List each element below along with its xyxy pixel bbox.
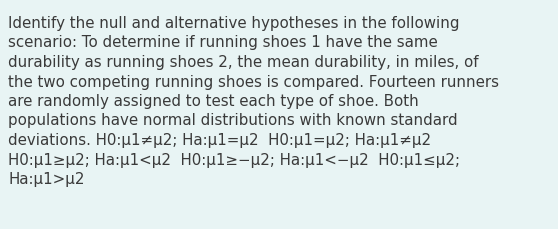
- Text: the two competing running shoes is compared. Fourteen runners: the two competing running shoes is compa…: [8, 74, 499, 89]
- Text: populations have normal distributions with known standard: populations have normal distributions wi…: [8, 113, 458, 128]
- Text: H0:μ1≥μ2; Ha:μ1<μ2  H0:μ1≥−μ2; Ha:μ1<−μ2  H0:μ1≤μ2;: H0:μ1≥μ2; Ha:μ1<μ2 H0:μ1≥−μ2; Ha:μ1<−μ2 …: [8, 152, 460, 167]
- Text: scenario: To determine if running shoes 1 have the same: scenario: To determine if running shoes …: [8, 35, 437, 50]
- Text: are randomly assigned to test each type of shoe. Both: are randomly assigned to test each type …: [8, 94, 418, 109]
- Text: durability as running shoes 2, the mean durability, in miles, of: durability as running shoes 2, the mean …: [8, 55, 479, 70]
- Text: deviations. H0:μ1≠μ2; Ha:μ1=μ2  H0:μ1=μ2; Ha:μ1≠μ2: deviations. H0:μ1≠μ2; Ha:μ1=μ2 H0:μ1=μ2;…: [8, 132, 431, 147]
- Text: Identify the null and alternative hypotheses in the following: Identify the null and alternative hypoth…: [8, 16, 459, 31]
- Text: Ha:μ1>μ2: Ha:μ1>μ2: [8, 171, 84, 186]
